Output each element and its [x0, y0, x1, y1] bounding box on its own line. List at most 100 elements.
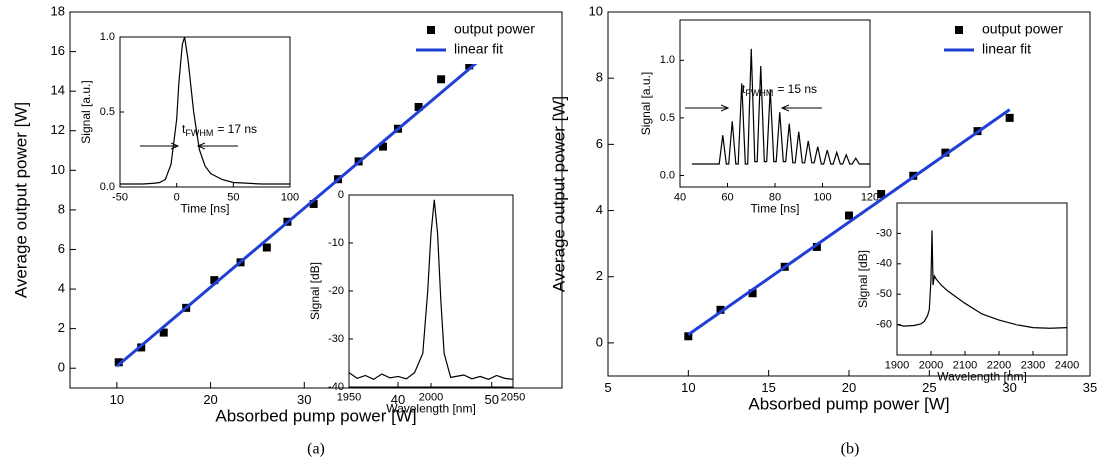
y-tick-label: -30	[876, 227, 892, 239]
caption: (b)	[841, 441, 860, 458]
y-tick-label: -40	[876, 258, 892, 270]
legend-label: output power	[454, 21, 535, 37]
x-tick-label: -50	[112, 191, 128, 203]
y-tick-label: -40	[328, 381, 344, 393]
x-tick-label: 2300	[1021, 359, 1045, 371]
x-tick-label: 25	[922, 380, 936, 395]
y-axis-label: Signal [a.u.]	[639, 72, 653, 135]
y-tick-label: 2	[58, 320, 65, 335]
y-tick-label: 0.5	[100, 106, 115, 118]
plot-frame	[69, 11, 563, 389]
x-tick-label: 2200	[987, 359, 1011, 371]
point	[210, 276, 219, 285]
legend-label: output power	[982, 21, 1063, 37]
x-tick-label: 0	[174, 191, 180, 203]
x-tick-label: 10	[681, 380, 695, 395]
x-tick-label: 50	[484, 392, 498, 407]
x-axis-label: Absorbed pump power [W]	[215, 407, 416, 426]
annotation-part: t	[182, 122, 186, 136]
x-tick-label: 30	[1002, 380, 1016, 395]
x-tick-label: 100	[813, 191, 831, 203]
y-tick-label: 4	[596, 202, 603, 217]
x-tick-label: 2100	[953, 359, 977, 371]
annotation-part: = 15 ns	[777, 82, 817, 96]
y-tick-label: 0	[58, 360, 65, 375]
y-tick-label: 1.0	[660, 54, 675, 66]
line	[896, 230, 1068, 329]
point	[877, 190, 886, 198]
x-tick-label: 120	[861, 191, 879, 203]
x-tick-label: 80	[769, 191, 781, 203]
fwhm-arrows	[140, 108, 822, 146]
line	[120, 36, 290, 185]
point	[309, 199, 318, 208]
legend-frame	[940, 18, 1082, 64]
y-tick-label: 14	[51, 83, 65, 98]
y-tick-label: 4	[58, 280, 65, 295]
point	[941, 148, 950, 157]
y-tick-label: 6	[58, 241, 65, 256]
x-tick-label: 35	[1083, 380, 1097, 395]
legend-label: linear fit	[454, 41, 503, 57]
y-tick-label: 0.5	[660, 112, 675, 124]
inset-frame	[896, 202, 1068, 356]
legend-label: linear fit	[982, 41, 1031, 57]
x-tick-label: 40	[391, 392, 405, 407]
y-tick-label: 16	[51, 43, 65, 58]
x-tick-label: 15	[761, 380, 775, 395]
y-tick-label: 0	[596, 334, 603, 349]
point	[716, 305, 725, 314]
y-tick-label: 8	[596, 70, 603, 85]
y-tick-label: 10	[51, 162, 65, 177]
point	[845, 211, 853, 220]
annotation: tFWHM = 17 ns	[182, 122, 257, 138]
x-tick-label: 40	[674, 191, 686, 203]
x-tick-label: 2050	[501, 391, 525, 403]
x-tick-label: 10	[110, 392, 124, 407]
y-axis-label: Signal [dB]	[308, 262, 322, 320]
y-axis-label: Average output power [W]	[11, 102, 30, 298]
y-tick-label: -30	[328, 333, 344, 345]
x-axis-label: Wavelength [nm]	[937, 370, 1027, 384]
x-axis-label: Wavelength [nm]	[386, 402, 476, 416]
y-tick-label: 1.0	[100, 31, 115, 43]
point	[1005, 113, 1014, 122]
x-tick-label: 20	[842, 380, 856, 395]
point	[379, 142, 388, 151]
inset-frame	[348, 194, 514, 388]
point	[684, 332, 693, 341]
y-tick-label: 2	[596, 268, 603, 283]
annotation-part: FWHM	[745, 88, 773, 98]
x-tick-label: 1900	[885, 359, 909, 371]
line	[687, 108, 1011, 336]
x-tick-label: 60	[721, 191, 733, 203]
point	[437, 75, 446, 84]
annotation-part: t	[742, 82, 746, 96]
point	[414, 102, 423, 111]
x-tick-label: 100	[281, 191, 299, 203]
y-tick-label: 0.0	[660, 169, 675, 181]
y-tick-label: -20	[328, 285, 344, 297]
y-tick-label: 6	[596, 136, 603, 151]
y-axis-label: Signal [a.u.]	[79, 80, 93, 143]
y-tick-label: -10	[328, 237, 344, 249]
x-tick-label: 2400	[1055, 359, 1079, 371]
y-tick-label: 12	[51, 122, 65, 137]
y-tick-label: 10	[589, 3, 603, 18]
x-tick-label: 50	[227, 191, 239, 203]
y-axis-label: Average output power [W]	[549, 96, 568, 292]
y-tick-label: 0	[338, 189, 344, 201]
x-tick-label: 2000	[919, 359, 943, 371]
x-axis-label: Time [ns]	[181, 202, 230, 216]
line	[115, 46, 496, 368]
line	[348, 199, 514, 381]
caption: (a)	[307, 441, 325, 458]
annotation-part: FWHM	[185, 128, 213, 138]
annotation-part: = 17 ns	[217, 122, 257, 136]
x-tick-label: 30	[297, 392, 311, 407]
y-tick-label: 8	[58, 201, 65, 216]
x-axis-label: Time [ns]	[751, 202, 800, 216]
x-tick-label: 1950	[337, 391, 361, 403]
point	[812, 242, 821, 251]
